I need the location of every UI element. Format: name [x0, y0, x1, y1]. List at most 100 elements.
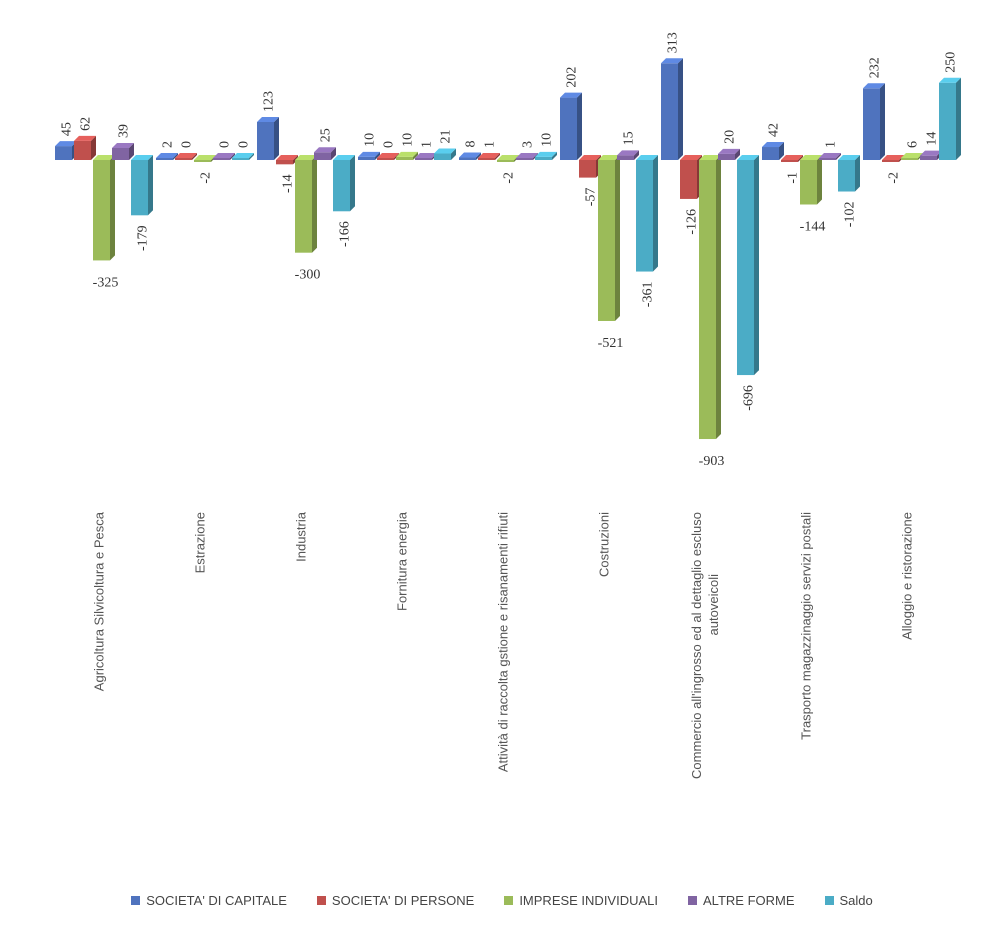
bar-2-9 [882, 155, 904, 162]
legend-label-1: SOCIETA' DI CAPITALE [146, 893, 287, 908]
value-label-4-8: 1 [824, 141, 839, 148]
bar-4-7 [718, 148, 740, 160]
bar-2-6 [579, 155, 601, 178]
value-label-2-9: -2 [887, 172, 902, 184]
bar-1-2 [156, 153, 178, 160]
bar-1-7 [661, 58, 683, 160]
value-label-3-6: -521 [598, 336, 624, 351]
value-label-1-7: 313 [666, 32, 681, 53]
bar-5-7 [737, 155, 759, 376]
value-label-1-2: 2 [161, 141, 176, 148]
bar-5-9 [939, 77, 961, 160]
value-label-2-2: 0 [180, 141, 195, 148]
bar-3-9 [901, 153, 923, 160]
legend: SOCIETA' DI CAPITALE SOCIETA' DI PERSONE I… [0, 893, 1004, 908]
legend-swatch-3 [504, 896, 514, 905]
bar-5-8 [838, 155, 860, 192]
bar-3-2 [194, 155, 216, 162]
bar-1-9 [863, 83, 885, 160]
bars-layer [55, 58, 961, 440]
bar-1-5 [459, 152, 481, 160]
value-label-4-3: 25 [319, 128, 334, 142]
bar-2-1 [74, 135, 96, 160]
bar-1-4 [358, 151, 380, 160]
bar-3-8 [800, 155, 822, 205]
value-label-3-2: -2 [199, 172, 214, 184]
value-label-5-4: 21 [439, 130, 454, 144]
bar-3-5 [497, 155, 519, 162]
category-label-2: Estrazione [192, 512, 207, 573]
value-label-4-9: 14 [925, 132, 940, 146]
bar-3-7 [699, 155, 721, 440]
category-label-7: Commercio all'ingrosso ed al dettaglio e… [689, 512, 721, 779]
bar-5-4 [434, 148, 456, 160]
value-label-4-1: 39 [117, 124, 132, 138]
bar-3-3 [295, 155, 317, 253]
value-label-2-3: -14 [281, 174, 296, 193]
bar-5-2 [232, 153, 254, 160]
value-label-3-7: -903 [699, 454, 725, 469]
legend-label-4: ALTRE FORME [703, 893, 795, 908]
bar-3-1 [93, 155, 115, 261]
category-label-6: Costruzioni [596, 512, 611, 577]
bar-5-5 [535, 151, 557, 160]
value-label-5-9: 250 [944, 52, 959, 73]
bar-4-6 [617, 150, 639, 160]
bar-5-1 [131, 155, 153, 216]
bar-1-1 [55, 141, 77, 160]
bar-4-5 [516, 153, 538, 160]
value-label-5-1: -179 [136, 225, 151, 251]
legend-swatch-4 [688, 896, 698, 905]
value-label-1-8: 42 [767, 123, 782, 137]
bar-2-8 [781, 155, 803, 162]
legend-item-3: IMPRESE INDIVIDUALI [504, 893, 658, 908]
value-label-4-5: 3 [521, 141, 536, 148]
legend-label-5: Saldo [839, 893, 873, 908]
legend-swatch-2 [316, 896, 326, 905]
value-label-1-1: 45 [60, 122, 75, 136]
value-label-5-3: -166 [338, 221, 353, 247]
bar-2-5 [478, 153, 500, 160]
value-label-2-1: 62 [79, 117, 94, 131]
bar-4-8 [819, 153, 841, 160]
bar-3-4 [396, 151, 418, 160]
bar-5-3 [333, 155, 355, 212]
value-label-3-5: -2 [502, 172, 517, 184]
value-label-2-5: 1 [483, 141, 498, 148]
value-label-1-6: 202 [565, 67, 580, 88]
bar-2-4 [377, 153, 399, 160]
category-labels-layer: Agricoltura Silvicoltura e Pesca Estrazio… [91, 511, 914, 779]
bar-2-2 [175, 153, 197, 160]
legend-item-2: SOCIETA' DI PERSONE [316, 893, 475, 908]
category-label-9: Alloggio e ristorazione [899, 512, 914, 640]
bar-4-2 [213, 153, 235, 160]
bar-4-9 [920, 150, 942, 160]
value-label-3-8: -144 [800, 219, 826, 234]
bar-4-1 [112, 142, 134, 160]
legend-label-3: IMPRESE INDIVIDUALI [519, 893, 659, 908]
value-label-5-8: -102 [843, 202, 858, 228]
value-label-1-9: 232 [868, 57, 883, 78]
category-label-4: Fornitura energia [394, 511, 409, 611]
category-label-8: Trasporto magazzinaggio servizi postali [798, 512, 813, 740]
bar-2-3 [276, 155, 298, 165]
value-label-2-7: -126 [685, 209, 700, 235]
value-label-5-7: -696 [742, 385, 757, 411]
value-label-3-3: -300 [295, 268, 321, 283]
category-label-3: Industria [293, 511, 308, 562]
value-label-5-6: -361 [641, 282, 656, 308]
value-label-1-4: 10 [363, 133, 378, 147]
value-label-1-5: 8 [464, 141, 479, 148]
value-label-1-3: 123 [262, 91, 277, 112]
value-label-2-4: 0 [382, 141, 397, 148]
bar-1-8 [762, 142, 784, 160]
bar-1-3 [257, 116, 279, 160]
legend-label-2: SOCIETA' DI PERSONE [331, 893, 475, 908]
legend-item-4: ALTRE FORME [688, 893, 795, 908]
legend-swatch-5 [824, 896, 834, 905]
category-label-1: Agricoltura Silvicoltura e Pesca [91, 511, 106, 691]
value-label-4-4: 1 [420, 141, 435, 148]
value-label-4-6: 15 [622, 131, 637, 145]
value-label-3-1: -325 [93, 275, 119, 290]
